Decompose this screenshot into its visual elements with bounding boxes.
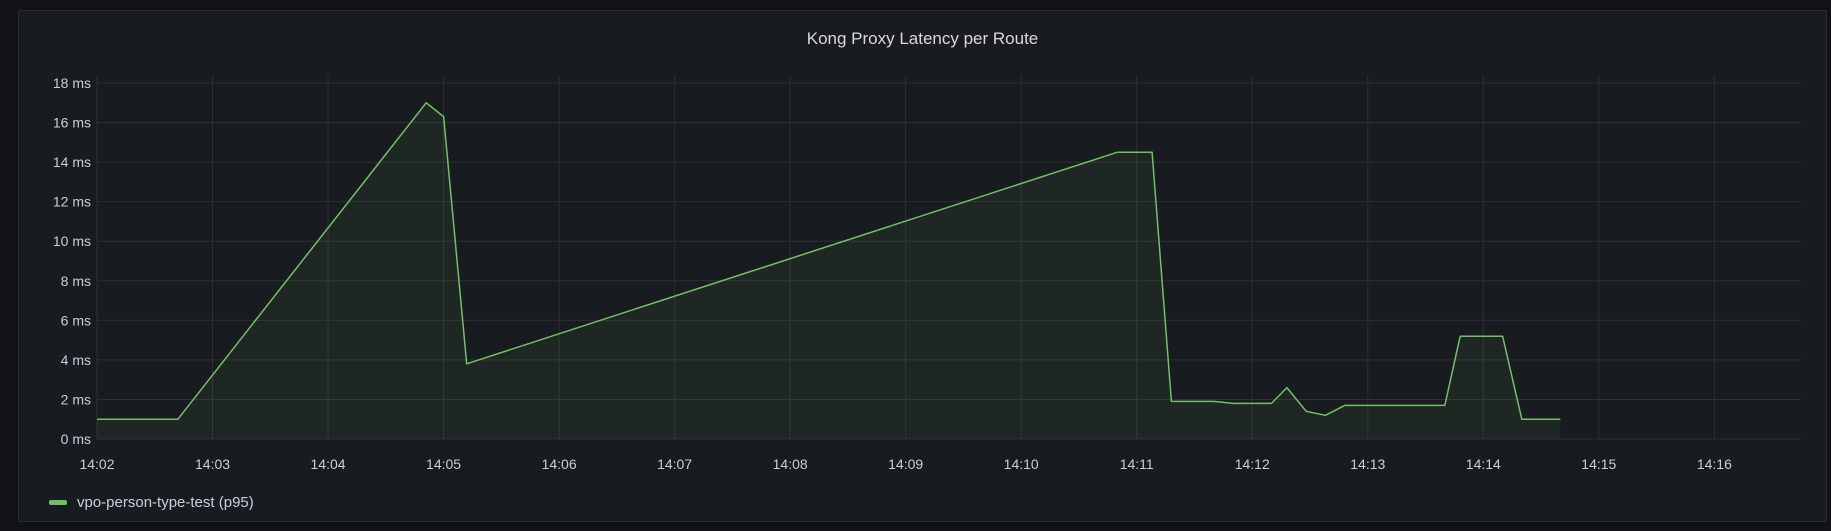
legend-item[interactable]: vpo-person-type-test (p95)	[49, 494, 254, 511]
x-tick-label: 14:05	[426, 456, 461, 472]
y-tick-label: 2 ms	[61, 391, 91, 407]
x-tick-label: 14:11	[1120, 456, 1154, 472]
x-tick-label: 14:03	[195, 456, 230, 472]
x-tick-label: 14:06	[542, 456, 577, 472]
y-tick-label: 16 ms	[53, 115, 91, 131]
x-tick-label: 14:02	[79, 456, 114, 472]
x-tick-label: 14:10	[1004, 456, 1039, 472]
series-line	[97, 102, 1561, 420]
x-tick-label: 14:14	[1466, 456, 1501, 472]
y-tick-label: 0 ms	[61, 431, 91, 447]
x-tick-label: 14:07	[657, 456, 692, 472]
grid-lines	[96, 75, 1801, 440]
x-tick-label: 14:04	[311, 456, 346, 472]
y-axis-ticks: 0 ms 2 ms 4 ms 6 ms 8 ms 10 ms 12 ms 14 ms 16 ms…	[53, 75, 91, 447]
y-tick-label: 4 ms	[61, 352, 91, 368]
x-tick-label: 14:08	[773, 456, 808, 472]
series-layer	[96, 102, 1561, 440]
chart-plot: 0 ms 2 ms 4 ms 6 ms 8 ms 10 ms 12 ms 14 ms 16 ms…	[53, 75, 1801, 472]
y-tick-label: 12 ms	[53, 194, 91, 210]
x-tick-label: 14:12	[1235, 456, 1270, 472]
legend-swatch	[49, 500, 67, 505]
y-tick-label: 18 ms	[53, 75, 91, 91]
panel-title: Kong Proxy Latency per Route	[806, 29, 1039, 48]
legend-label: vpo-person-type-test (p95)	[77, 494, 254, 511]
x-tick-label: 14:16	[1697, 456, 1732, 472]
x-tick-label: 14:15	[1581, 456, 1616, 472]
series-area	[97, 102, 1561, 440]
x-axis-ticks: 14:02 14:03 14:04 14:05 14:06 14:07 14:08 14:09…	[79, 456, 1732, 472]
y-tick-label: 14 ms	[53, 154, 91, 170]
chart-panel: Kong Proxy Latency per Route 0 ms 2 ms 4 m…	[18, 10, 1827, 522]
x-tick-label: 14:09	[888, 456, 923, 472]
y-tick-label: 8 ms	[61, 273, 91, 289]
x-tick-label: 14:13	[1350, 456, 1385, 472]
y-tick-label: 10 ms	[53, 233, 91, 249]
y-tick-label: 6 ms	[61, 312, 91, 328]
